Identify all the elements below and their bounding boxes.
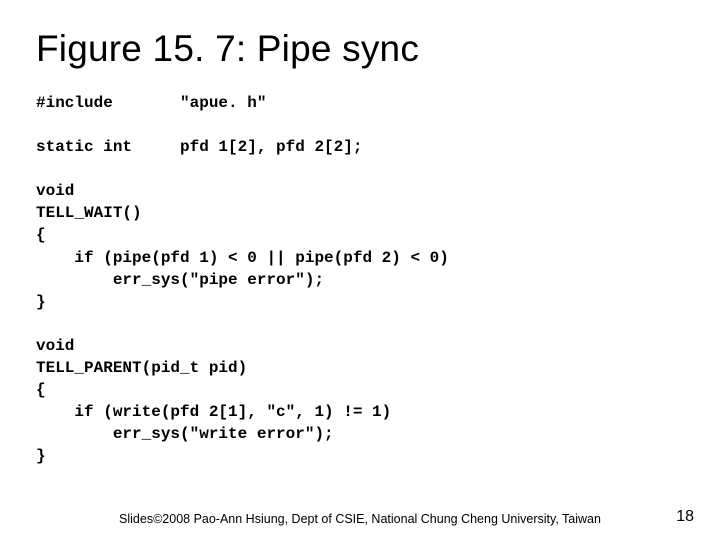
code-block: #include "apue. h" static int pfd 1[2], … — [36, 92, 684, 467]
slide-title: Figure 15. 7: Pipe sync — [36, 28, 684, 70]
page-number: 18 — [676, 508, 694, 526]
slide: Figure 15. 7: Pipe sync #include "apue. … — [0, 0, 720, 540]
footer-text: Slides©2008 Pao-Ann Hsiung, Dept of CSIE… — [0, 512, 720, 526]
